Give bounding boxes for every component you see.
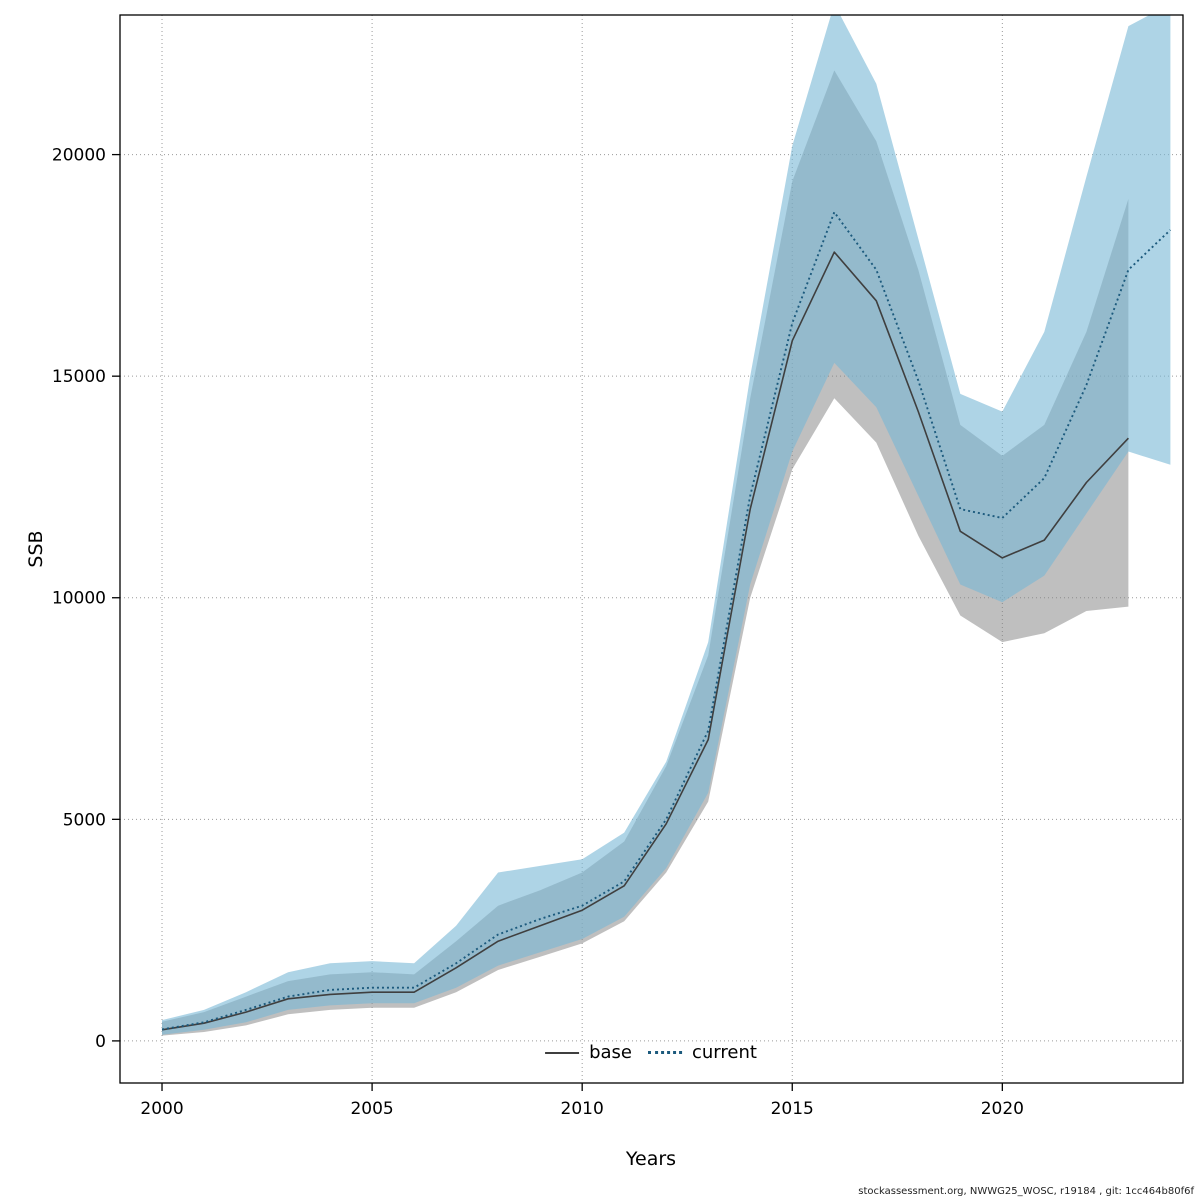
svg-text:2000: 2000	[140, 1099, 183, 1119]
legend-base-label: base	[589, 1042, 632, 1063]
legend: base current	[545, 1042, 757, 1063]
svg-text:0: 0	[95, 1032, 106, 1052]
svg-text:2020: 2020	[981, 1099, 1024, 1119]
svg-text:2005: 2005	[350, 1099, 393, 1119]
legend-item-base: base	[545, 1042, 632, 1063]
legend-base-sample	[545, 1051, 580, 1054]
svg-text:15000: 15000	[52, 367, 106, 387]
legend-item-current: current	[647, 1042, 757, 1063]
svg-text:2015: 2015	[771, 1099, 814, 1119]
y-axis-label: SSB	[25, 530, 47, 568]
attribution-text: stockassessment.org, NWWG25_WOSC, r19184…	[858, 1186, 1194, 1197]
legend-current-sample	[647, 1051, 682, 1054]
svg-text:2010: 2010	[561, 1099, 604, 1119]
legend-current-label: current	[691, 1042, 757, 1063]
svg-text:5000: 5000	[63, 810, 106, 830]
svg-text:20000: 20000	[52, 146, 106, 166]
x-axis-label: Years	[625, 1148, 677, 1170]
svg-text:10000: 10000	[52, 589, 106, 609]
